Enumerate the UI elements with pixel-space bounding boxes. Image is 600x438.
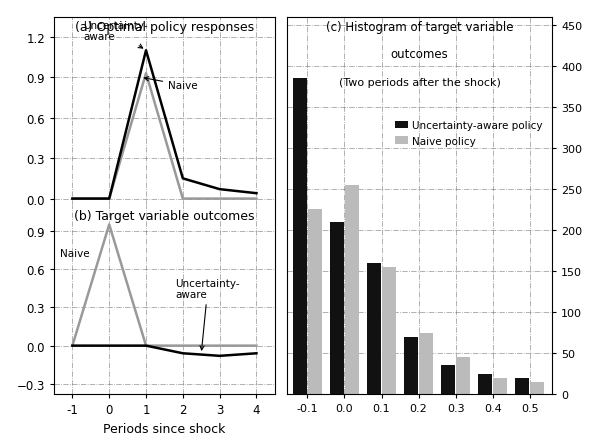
Bar bbox=[367, 263, 381, 394]
Text: Naive: Naive bbox=[145, 78, 198, 91]
Text: outcomes: outcomes bbox=[391, 48, 448, 60]
Bar bbox=[493, 378, 507, 394]
Bar bbox=[293, 79, 307, 394]
Bar bbox=[308, 210, 322, 394]
Text: (c) Histogram of target variable: (c) Histogram of target variable bbox=[326, 21, 513, 34]
Bar bbox=[345, 185, 359, 394]
Bar bbox=[530, 382, 544, 394]
Text: (b) Target variable outcomes: (b) Target variable outcomes bbox=[74, 210, 254, 223]
Text: (a) Optimal policy responses: (a) Optimal policy responses bbox=[75, 21, 254, 34]
Bar bbox=[441, 366, 455, 394]
X-axis label: Periods since shock: Periods since shock bbox=[103, 422, 226, 434]
Bar bbox=[330, 222, 344, 394]
Bar bbox=[456, 357, 470, 394]
Text: Uncertainty-
aware: Uncertainty- aware bbox=[83, 21, 148, 49]
Legend: Uncertainty-aware policy, Naive policy: Uncertainty-aware policy, Naive policy bbox=[391, 117, 547, 150]
Text: Uncertainty-
aware: Uncertainty- aware bbox=[175, 278, 240, 350]
Bar bbox=[419, 333, 433, 394]
Text: (Two periods after the shock): (Two periods after the shock) bbox=[338, 78, 500, 88]
Bar bbox=[515, 378, 529, 394]
Bar bbox=[478, 374, 493, 394]
Text: Naive: Naive bbox=[59, 249, 89, 259]
Bar bbox=[404, 337, 418, 394]
Bar bbox=[382, 267, 396, 394]
